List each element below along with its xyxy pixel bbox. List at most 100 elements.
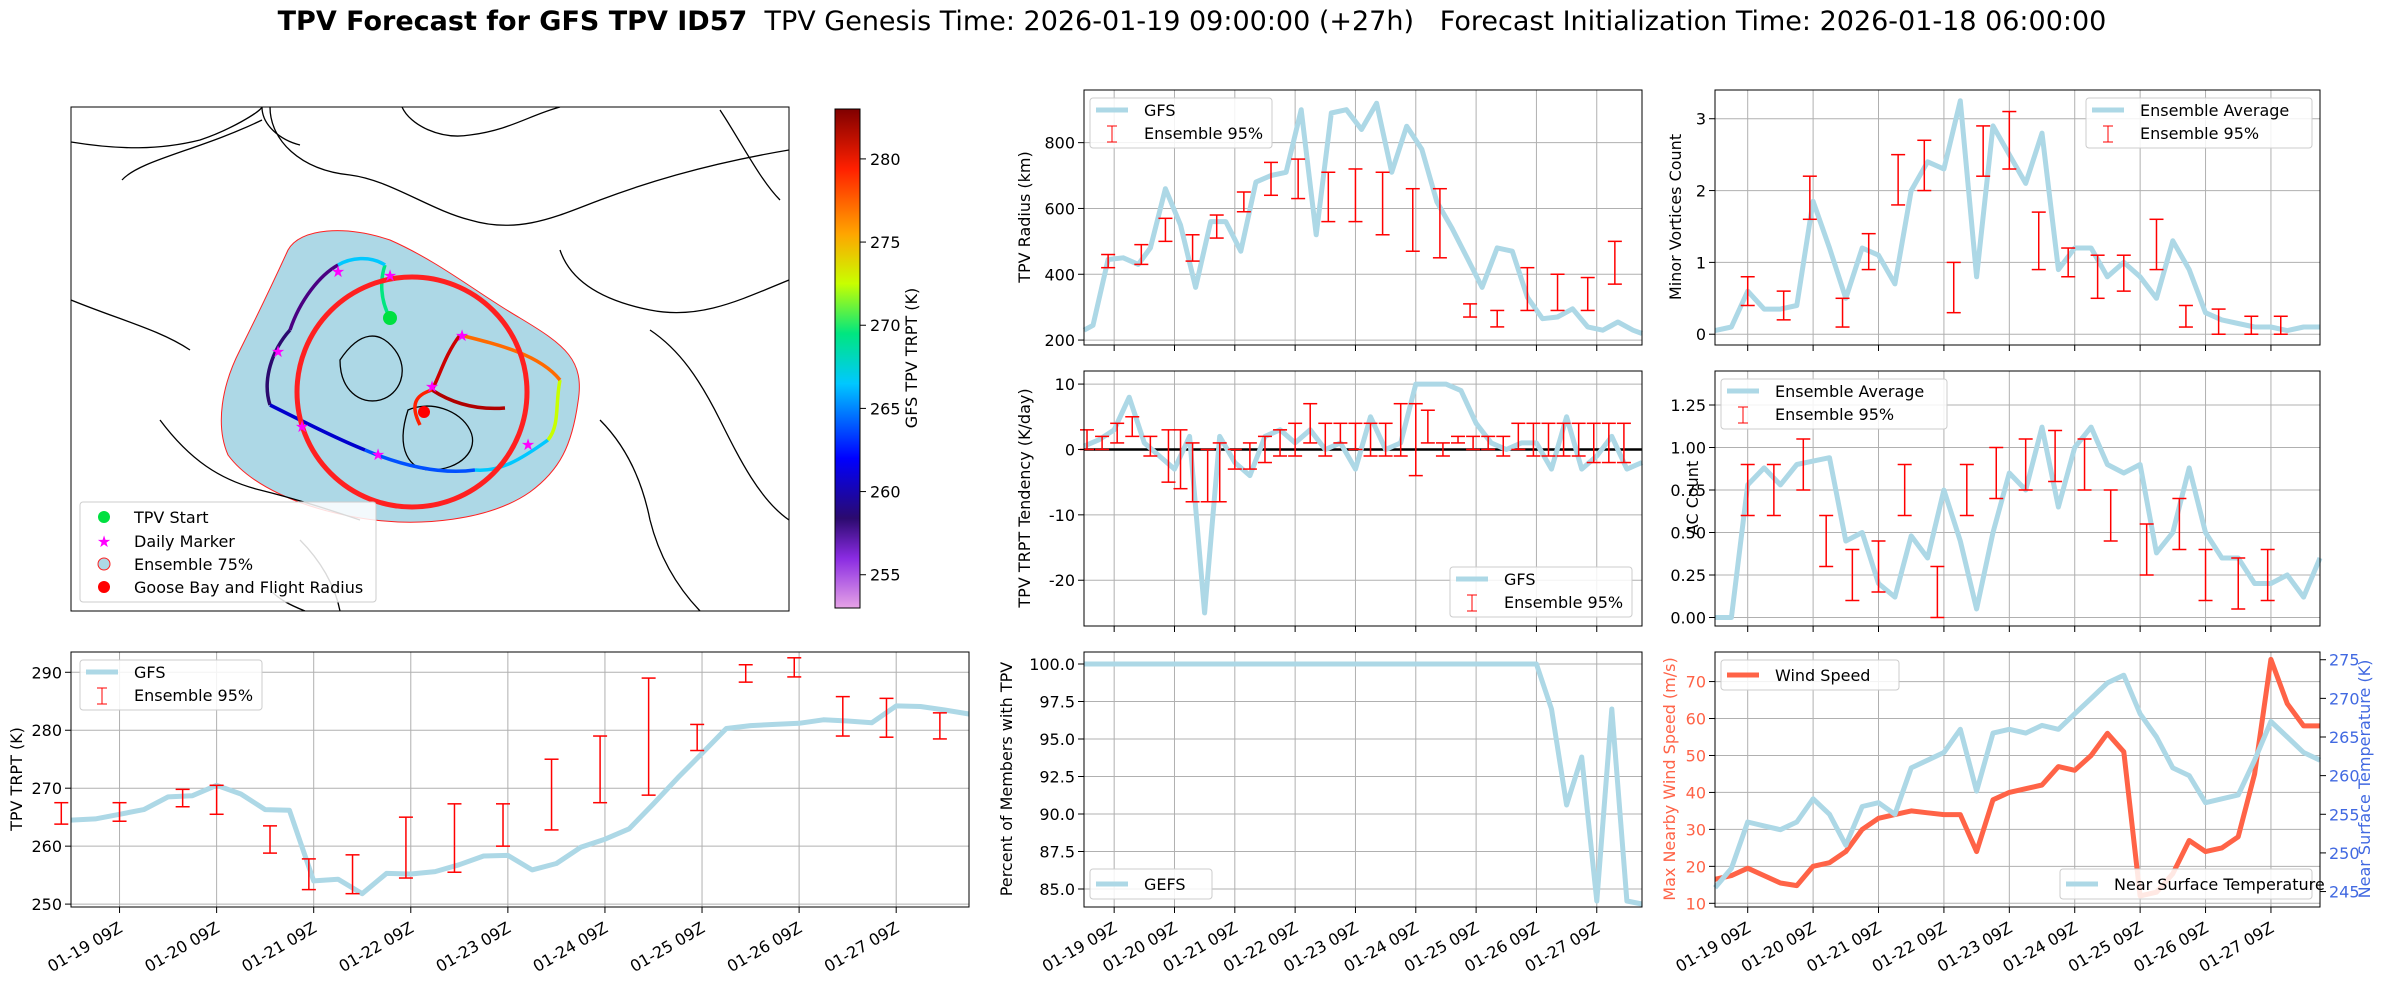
error-bar — [1110, 422, 1125, 444]
error-bar — [1580, 276, 1595, 312]
error-bar — [1212, 442, 1227, 503]
legend-ac: Ensemble Average Ensemble 95% — [1720, 378, 1948, 430]
error-bar — [2077, 438, 2092, 491]
error-bar — [1125, 416, 1140, 438]
legend-ac-ens95: Ensemble 95% — [1775, 405, 1894, 424]
x-tick-label: 01-27 09Z — [821, 918, 902, 976]
error-bar — [2244, 315, 2259, 335]
error-bar — [1185, 234, 1200, 262]
y-tick-label: 280 — [31, 721, 62, 740]
error-bar — [1511, 422, 1526, 451]
legend-members-gefs: GEFS — [1144, 875, 1186, 894]
error-bar — [1871, 540, 1886, 593]
y-tick-label: 1.25 — [1670, 396, 1706, 415]
legend-wind: Wind Speed — [1720, 659, 1900, 691]
error-bar — [1435, 442, 1450, 457]
y-tick-label: 250 — [31, 895, 62, 914]
error-bar — [1209, 214, 1224, 239]
error-bar — [1200, 448, 1215, 503]
colorbar-tick-label: 265 — [870, 399, 901, 418]
legend-temperature: Near Surface Temperature — [2059, 868, 2325, 900]
y-tick-label: 800 — [1044, 134, 1075, 153]
error-bar — [738, 664, 753, 683]
error-bar — [1861, 232, 1876, 271]
error-bar — [1291, 158, 1306, 200]
error-bar — [1273, 429, 1288, 457]
figure-title-bold: TPV Forecast for GFS TPV ID57 — [277, 6, 748, 37]
error-bar — [1134, 243, 1149, 266]
legend-minor-avg: Ensemble Average — [2140, 101, 2289, 120]
y-tick-label: 290 — [31, 663, 62, 682]
error-bar — [1891, 153, 1906, 206]
error-bar — [1288, 422, 1303, 457]
series-line-gfs — [1083, 381, 1644, 616]
error-bar — [112, 801, 127, 822]
error-bar — [1601, 422, 1616, 464]
error-bar — [1185, 442, 1200, 503]
ylabel-tpv-trpt: TPV TRPT (K) — [7, 727, 26, 832]
error-bar — [593, 735, 608, 804]
y-tick-label: 10 — [1055, 375, 1075, 394]
legend-ac-avg: Ensemble Average — [1775, 382, 1924, 401]
y-tick-label: 0.75 — [1670, 481, 1706, 500]
error-bar — [879, 697, 894, 738]
ylabel-trpt-tendency: TPV TRPT Tendency (K/day) — [1015, 388, 1034, 608]
legend-tendency-gfs: GFS — [1504, 570, 1535, 589]
panel-tpv-trpt: 01-19 09Z 01-20 09Z 01-21 09Z 01-22 09Z 01-2… — [7, 651, 970, 976]
legend-tendency: GFS Ensemble 95% — [1449, 566, 1633, 618]
error-bar — [1242, 442, 1257, 470]
error-bar — [1363, 422, 1378, 457]
legend-wind-speed: Wind Speed — [1775, 666, 1870, 685]
error-bar — [175, 788, 190, 808]
coastlines — [71, 107, 789, 611]
error-bar — [1930, 565, 1945, 619]
error-bar — [1420, 409, 1435, 444]
panel-tpv-radius: 200 400 600 800 TPV Radius (km) GFS Ensembl… — [1015, 89, 1643, 351]
error-bar — [1976, 125, 1991, 177]
error-bar — [1466, 435, 1481, 451]
error-bar — [1158, 217, 1173, 243]
x-tick-label: 01-23 09Z — [433, 918, 514, 976]
error-bar — [2048, 429, 2063, 483]
error-bar — [496, 803, 511, 847]
y-tick-label: 50 — [1686, 746, 1706, 765]
y-tick-label: 270 — [31, 779, 62, 798]
error-bar — [641, 677, 656, 796]
error-bar — [1496, 435, 1511, 457]
ylabel-near-surface-temp: Near Surface Temperature (K) — [2355, 660, 2374, 899]
series-line-ensemble-average — [1715, 424, 2323, 620]
error-bar — [1520, 266, 1535, 312]
error-bar — [263, 825, 278, 854]
error-bar — [1526, 422, 1541, 457]
error-bar — [1348, 422, 1363, 451]
error-bar — [1481, 435, 1496, 451]
y-tick-label: 70 — [1686, 673, 1706, 692]
error-bar — [1897, 463, 1912, 517]
error-bar — [398, 816, 413, 879]
y-tick-label: 100.0 — [1029, 655, 1075, 674]
error-bar — [1959, 463, 1974, 517]
error-bar — [345, 854, 360, 895]
y-tick-label-right: 275 — [2329, 651, 2360, 670]
goose-bay-flight-radius — [294, 274, 530, 510]
error-bar — [1348, 168, 1363, 223]
map-legend: TPV Start ★ Daily Marker Ensemble 75% Go… — [79, 501, 377, 603]
series-line-gfs — [70, 703, 970, 897]
error-bar — [1740, 276, 1755, 307]
error-bar — [2198, 548, 2213, 602]
y-tick-label-right: 265 — [2329, 728, 2360, 747]
ylabel-ac-count: AC Count — [1683, 461, 1702, 535]
y-tick-label: 3 — [1696, 110, 1706, 129]
x-tick-label: 01-26 09Z — [724, 918, 805, 976]
y-tick-label: 400 — [1044, 265, 1075, 284]
error-bar — [1586, 422, 1601, 464]
y-tick-label: 0.00 — [1670, 609, 1706, 628]
colorbar-ticks: 255 260 265 270 275 280 — [860, 150, 901, 585]
error-bar — [1541, 422, 1556, 457]
map-panel: ★ ★ ★ ★ ★ ★ ★ ★ TPV Start ★ Daily Marker… — [70, 106, 921, 612]
error-bar — [2211, 308, 2226, 335]
error-bar — [2178, 304, 2193, 328]
colorbar-tick-label: 270 — [870, 316, 901, 335]
